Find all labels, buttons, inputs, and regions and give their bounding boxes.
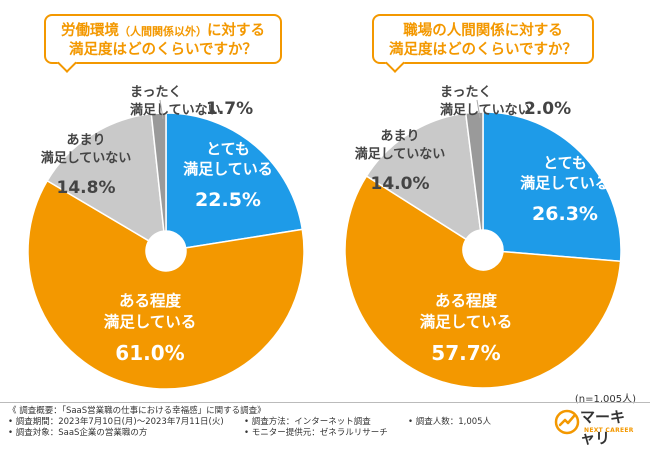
pie-2-slice-not-very-satisfied xyxy=(365,112,482,241)
pie-1-not-very-satisfied-label-line-2: 満足していない xyxy=(41,150,132,166)
question-box-1: 労働環境（人間関係以外）に対する 満足度はどのくらいですか？ xyxy=(44,14,282,64)
pie-2-not-very-satisfied-value: 14.0% xyxy=(371,174,430,194)
footer-count: • 調査人数：1,005人 xyxy=(408,417,492,427)
footer-period: • 調査期間：2023年7月10日(月)〜2023年7月11日(火) xyxy=(8,417,224,427)
logo-subtitle: NEXT CAREER xyxy=(584,427,634,434)
pie-2-not-at-all-satisfied-leader-line xyxy=(476,99,481,119)
pie-1-somewhat-satisfied-label-line-2: 満足している xyxy=(104,313,197,331)
pie-2-not-very-satisfied-label-line-2: 満足していない xyxy=(355,146,446,162)
pie-1-very-satisfied-label-line-1: とても xyxy=(206,140,250,158)
question-1-line-1: 労働環境（人間関係以外）に対する xyxy=(61,23,265,39)
pie-2-somewhat-satisfied-value: 57.7% xyxy=(431,341,500,365)
footer-summary: 《 調査概要：「SaaS営業職の仕事における幸福感」に関する調査》 xyxy=(8,406,266,416)
sample-size-note: (n=1,005人) xyxy=(574,394,636,405)
survey-footer: 《 調査概要：「SaaS営業職の仕事における幸福感」に関する調査》 • 調査期間… xyxy=(0,402,650,450)
pie-1-not-at-all-satisfied-leader-line xyxy=(159,99,164,120)
pie-1-not-at-all-satisfied-label-line-2: 満足していない xyxy=(130,102,221,118)
pie-2-somewhat-satisfied-label-line-1: ある程度 xyxy=(435,291,498,310)
pie-1-very-satisfied-value: 22.5% xyxy=(195,189,261,211)
logo-mark-icon xyxy=(554,409,580,435)
pie-1-somewhat-satisfied-value: 61.0% xyxy=(115,341,184,365)
question-2-line-2: 満足度はどのくらいですか？ xyxy=(388,42,578,58)
pie-1-center-hole xyxy=(146,231,186,271)
pie-1-not-very-satisfied-label-line-1: あまり xyxy=(66,133,105,148)
pie-2-center-hole xyxy=(463,230,503,270)
footer-target: • 調査対象：SaaS企業の営業職の方 xyxy=(8,428,148,438)
question-2-line-1: 職場の人間関係に対する xyxy=(403,23,563,39)
footer-method: • 調査方法：インターネット調査 xyxy=(244,417,371,427)
logo-name: マーキャリ xyxy=(580,408,626,447)
pie-1-not-at-all-satisfied-label-line-1: まったく xyxy=(130,85,181,100)
pie-2-not-at-all-satisfied-value: 2.0% xyxy=(524,99,571,119)
pie-2-somewhat-satisfied-label-line-2: 満足している xyxy=(420,313,513,331)
pie-2-very-satisfied-value: 26.3% xyxy=(532,203,598,225)
pie-1-not-at-all-satisfied-value: 1.7% xyxy=(206,99,253,119)
pie-1-very-satisfied-label-line-2: 満足している xyxy=(183,160,273,178)
footer-provider: • モニター提供元：ゼネラルリサーチ xyxy=(244,428,388,438)
pie-1-slice-very-satisfied xyxy=(165,112,304,249)
question-1-line-2: 満足度はどのくらいですか？ xyxy=(68,42,258,58)
pie-2-very-satisfied-label-line-1: とても xyxy=(543,154,587,172)
brand-logo: マーキャリ NEXT CAREER xyxy=(554,405,636,447)
pie-2-not-at-all-satisfied-label-line-2: 満足していない xyxy=(440,102,531,118)
pie-charts: とても満足している22.5%ある程度満足している61.0%あまり満足していない1… xyxy=(27,85,622,390)
question-box-2: 職場の人間関係に対する 満足度はどのくらいですか？ xyxy=(372,14,594,64)
pie-1-somewhat-satisfied-label-line-1: ある程度 xyxy=(119,291,182,310)
pie-1-not-very-satisfied-value: 14.8% xyxy=(57,178,116,198)
pie-2-not-at-all-satisfied-label-line-1: まったく xyxy=(440,85,491,100)
pie-2-very-satisfied-label-line-2: 満足している xyxy=(520,174,610,192)
pie-2-not-very-satisfied-label-line-1: あまり xyxy=(380,129,419,144)
